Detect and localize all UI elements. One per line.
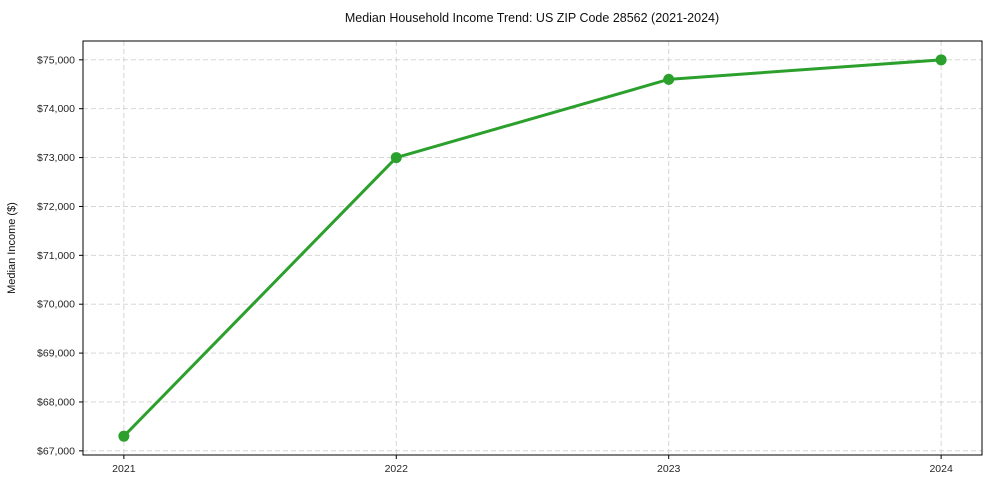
y-tick-label: $73,000 <box>37 152 75 164</box>
y-tick-label: $68,000 <box>37 396 75 408</box>
data-point <box>935 54 947 66</box>
y-tick-label: $75,000 <box>37 54 75 66</box>
y-tick-label: $67,000 <box>37 445 75 457</box>
y-tick-label: $72,000 <box>37 201 75 213</box>
y-tick-label: $74,000 <box>37 103 75 115</box>
trend-line <box>122 58 943 438</box>
y-tick-label: $71,000 <box>37 250 75 262</box>
chart-title: Median Household Income Trend: US ZIP Co… <box>345 11 719 25</box>
x-tick-label: 2024 <box>929 463 953 475</box>
y-tick-label: $70,000 <box>37 299 75 311</box>
data-point <box>663 73 675 85</box>
plot-border <box>82 40 983 456</box>
x-tick-label: 2021 <box>112 463 136 475</box>
x-tick-label: 2022 <box>385 463 409 475</box>
x-tick-label: 2023 <box>657 463 681 475</box>
y-tick-label: $69,000 <box>37 348 75 360</box>
data-point <box>390 152 402 164</box>
y-axis-label: Median Income ($) <box>6 202 18 294</box>
data-point <box>118 430 130 442</box>
